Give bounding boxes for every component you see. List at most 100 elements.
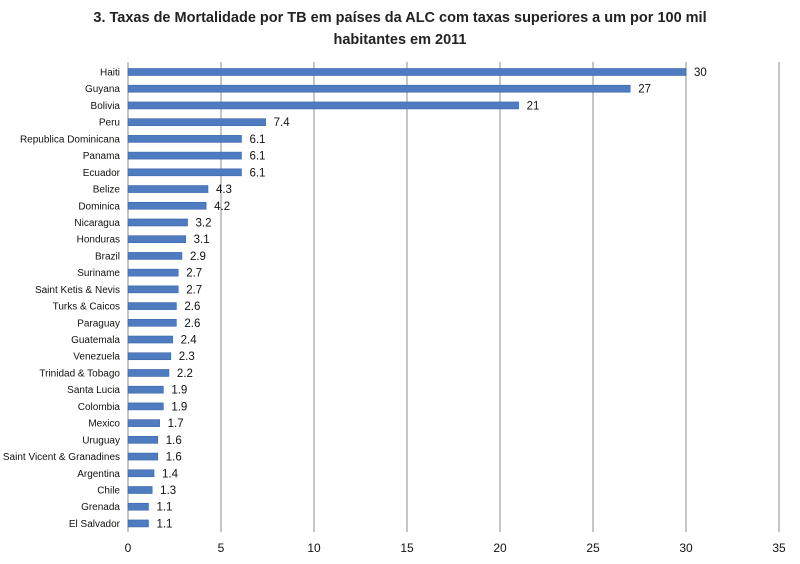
bars <box>127 68 687 528</box>
category-label: Mexico <box>88 419 120 430</box>
bar <box>127 352 172 361</box>
data-label: 1.1 <box>156 502 172 514</box>
category-label: Paraguay <box>77 318 120 329</box>
data-label: 2.6 <box>184 301 200 313</box>
bar <box>127 252 183 260</box>
bar <box>127 218 188 227</box>
data-label: 2.7 <box>186 268 202 280</box>
category-label: Peru <box>99 118 120 129</box>
data-label: 21 <box>527 100 540 112</box>
category-label: Argentina <box>77 469 120 480</box>
category-label: Santa Lucia <box>67 385 120 396</box>
data-label: 1.6 <box>166 435 182 447</box>
category-label: Bolivia <box>91 101 121 112</box>
category-label: Belize <box>93 185 121 196</box>
x-axis-ticks: 0 5 10 15 20 25 30 35 <box>125 541 786 555</box>
data-label: 3.1 <box>194 234 210 246</box>
data-label: 1.7 <box>168 418 184 430</box>
data-label: 3.2 <box>196 217 212 229</box>
category-labels: Haiti Guyana Bolivia Peru Republica Dominica… <box>3 68 121 530</box>
data-label: 1.1 <box>156 518 172 530</box>
data-label: 2.7 <box>186 284 202 296</box>
category-label: Grenada <box>81 502 120 513</box>
gridlines <box>127 62 780 532</box>
category-label: Brazil <box>95 251 120 262</box>
category-label: Colombia <box>78 402 121 413</box>
category-label: Turks & Caicos <box>53 302 120 313</box>
data-label: 1.4 <box>162 468 179 480</box>
x-tick-label: 30 <box>679 541 693 555</box>
bar <box>127 486 153 494</box>
bar <box>127 101 519 110</box>
data-label: 2.4 <box>181 335 198 347</box>
chart-title-line-2: habitantes em 2011 <box>334 32 467 48</box>
data-label: 27 <box>638 84 651 96</box>
data-label: 7.4 <box>274 117 291 129</box>
bar <box>127 369 170 377</box>
bar <box>127 302 177 310</box>
bar <box>127 268 179 277</box>
data-label: 4.2 <box>214 201 230 213</box>
bar <box>127 436 159 444</box>
category-label: Republica Dominicana <box>20 134 120 145</box>
bar <box>127 135 242 143</box>
category-label: Haiti <box>100 68 120 79</box>
bar <box>127 151 242 160</box>
category-label: Venezuela <box>73 352 120 363</box>
x-tick-label: 5 <box>218 541 225 555</box>
value-labels: 30 27 21 7.4 6.1 6.1 6.1 4.3 4.23.2 3.1 2.9 2.7 2.7 2… <box>156 67 706 530</box>
category-label: Panama <box>83 151 121 162</box>
category-label: Trinidad & Tobago <box>39 368 120 379</box>
data-label: 6.1 <box>249 167 265 179</box>
bar <box>127 235 186 243</box>
data-label: 6.1 <box>249 134 265 146</box>
x-tick-label: 35 <box>772 541 786 555</box>
category-label: Honduras <box>77 235 120 246</box>
data-label: 6.1 <box>249 151 265 163</box>
category-label: Nicaragua <box>74 218 120 229</box>
data-label: 2.6 <box>184 318 200 330</box>
bar <box>127 519 149 528</box>
bar <box>127 469 155 478</box>
bar <box>127 419 160 427</box>
category-label: Chile <box>97 486 120 497</box>
bar <box>127 201 207 210</box>
bar <box>127 118 266 126</box>
bar <box>127 68 687 76</box>
data-label: 2.2 <box>177 368 193 380</box>
category-label: Guatemala <box>71 335 120 346</box>
category-label: Saint Ketis & Nevis <box>35 285 120 296</box>
bar <box>127 185 209 193</box>
category-label: El Salvador <box>69 519 121 530</box>
bar <box>127 402 164 411</box>
category-label: Ecuador <box>83 168 121 179</box>
data-label: 1.9 <box>171 401 187 413</box>
data-label: 30 <box>694 67 707 79</box>
x-tick-label: 15 <box>400 541 414 555</box>
bar <box>127 84 631 93</box>
bar <box>127 318 177 327</box>
data-label: 1.6 <box>166 452 182 464</box>
x-tick-label: 0 <box>125 541 132 555</box>
data-label: 2.9 <box>190 251 206 263</box>
data-label: 2.3 <box>179 351 195 363</box>
x-tick-label: 25 <box>586 541 600 555</box>
category-label: Saint Vicent & Granadines <box>3 452 120 463</box>
chart-title-line-1: 3. Taxas de Mortalidade por TB em países… <box>93 10 706 26</box>
bar <box>127 335 173 344</box>
category-label: Uruguay <box>82 435 120 446</box>
category-label: Guyana <box>85 84 120 95</box>
bar <box>127 452 159 461</box>
data-label: 1.3 <box>160 485 176 497</box>
bar <box>127 168 242 177</box>
data-label: 4.3 <box>216 184 232 196</box>
bar <box>127 385 164 394</box>
data-label: 1.9 <box>171 385 187 397</box>
x-tick-label: 20 <box>493 541 507 555</box>
bar <box>127 502 149 511</box>
x-tick-label: 10 <box>307 541 321 555</box>
bar <box>127 285 179 294</box>
category-label: Dominica <box>78 201 120 212</box>
